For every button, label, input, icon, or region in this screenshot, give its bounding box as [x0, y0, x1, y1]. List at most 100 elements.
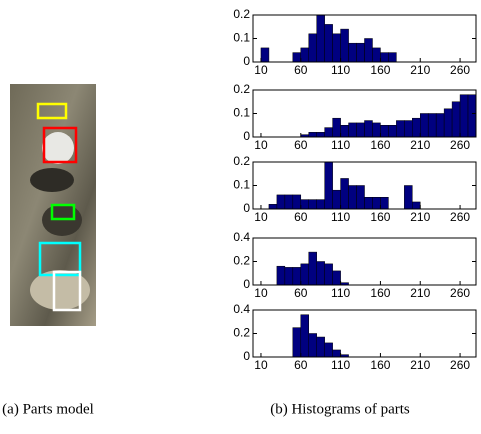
bar	[324, 161, 333, 210]
x-tick-label: 210	[410, 286, 430, 300]
y-tick-label: 0.2	[233, 326, 250, 340]
bar	[467, 94, 477, 138]
bar	[324, 127, 333, 138]
bar	[332, 349, 341, 358]
bar	[332, 189, 341, 210]
bar	[308, 333, 317, 358]
x-tick-label: 210	[410, 358, 430, 372]
bar	[324, 263, 333, 286]
bar	[356, 185, 365, 210]
bar	[332, 33, 341, 63]
y-tick-label: 0.4	[233, 302, 250, 316]
bar	[396, 120, 405, 138]
y-tick-label: 0	[243, 201, 250, 215]
bar	[308, 33, 317, 63]
bar	[316, 261, 325, 286]
x-tick-label: 10	[254, 138, 268, 152]
y-tick-label: 0.2	[233, 254, 250, 268]
bar	[276, 265, 286, 286]
x-tick-label: 60	[294, 286, 308, 300]
bar	[372, 47, 381, 63]
x-tick-label: 260	[450, 286, 470, 300]
bar	[356, 42, 365, 63]
bar	[435, 113, 445, 138]
y-tick-label: 0	[243, 349, 250, 363]
bar	[284, 267, 294, 286]
bar	[348, 122, 357, 138]
bar	[404, 120, 413, 138]
bar	[340, 125, 349, 138]
caption: (a) Parts model	[2, 401, 94, 417]
x-tick-label: 10	[254, 210, 268, 224]
bar	[332, 117, 341, 138]
bar	[443, 108, 453, 138]
x-tick-label: 110	[331, 286, 350, 300]
x-tick-label: 260	[450, 63, 470, 77]
bar	[340, 28, 349, 63]
bar	[459, 94, 469, 138]
parts-image	[10, 84, 96, 326]
x-tick-label: 110	[331, 63, 350, 77]
y-tick-label: 0.2	[233, 82, 250, 96]
y-tick-label: 0.2	[233, 154, 250, 168]
bar	[451, 101, 461, 138]
x-tick-label: 160	[370, 286, 390, 300]
bar	[412, 201, 421, 210]
bar	[300, 47, 309, 63]
x-tick-label: 160	[370, 210, 390, 224]
x-tick-label: 160	[370, 63, 390, 77]
x-tick-label: 10	[254, 358, 268, 372]
bar	[300, 263, 309, 286]
bar	[412, 117, 421, 138]
y-tick-label: 0	[243, 129, 250, 143]
bar	[332, 270, 341, 286]
x-tick-label: 110	[331, 358, 350, 372]
x-tick-label: 60	[294, 138, 308, 152]
bar	[380, 52, 389, 63]
bar	[268, 204, 278, 210]
bar	[340, 178, 349, 210]
bar	[300, 199, 309, 210]
x-tick-label: 10	[254, 286, 268, 300]
bar	[316, 336, 325, 358]
bar	[364, 197, 373, 210]
bar	[316, 199, 325, 210]
bar	[292, 52, 302, 63]
x-tick-label: 260	[450, 138, 470, 152]
bar	[316, 132, 325, 138]
x-tick-label: 110	[331, 138, 350, 152]
x-tick-label: 160	[370, 358, 390, 372]
bar	[348, 185, 357, 210]
bar	[380, 197, 389, 210]
x-tick-label: 210	[410, 138, 430, 152]
bar	[388, 125, 397, 138]
bar	[284, 194, 294, 210]
x-tick-label: 160	[370, 138, 390, 152]
bar	[388, 52, 397, 63]
y-tick-label: 0.4	[233, 230, 250, 244]
x-tick-label: 210	[410, 210, 430, 224]
bar	[324, 24, 333, 63]
bar	[260, 47, 270, 63]
bar	[316, 14, 325, 63]
y-tick-label: 0.1	[233, 31, 250, 45]
x-tick-label: 60	[294, 63, 308, 77]
y-tick-label: 0.1	[233, 106, 250, 120]
y-tick-label: 0.2	[233, 7, 250, 21]
x-tick-label: 110	[331, 210, 350, 224]
bar	[348, 42, 357, 63]
bar	[427, 113, 437, 138]
bar	[292, 267, 302, 286]
bar	[380, 125, 389, 138]
x-tick-label: 210	[410, 63, 430, 77]
x-tick-label: 260	[450, 358, 470, 372]
bar	[404, 185, 413, 210]
bar	[324, 342, 333, 358]
y-tick-label: 0.1	[233, 178, 250, 192]
bar	[372, 122, 381, 138]
bar	[308, 251, 317, 286]
x-tick-label: 260	[450, 210, 470, 224]
bar	[300, 314, 309, 358]
